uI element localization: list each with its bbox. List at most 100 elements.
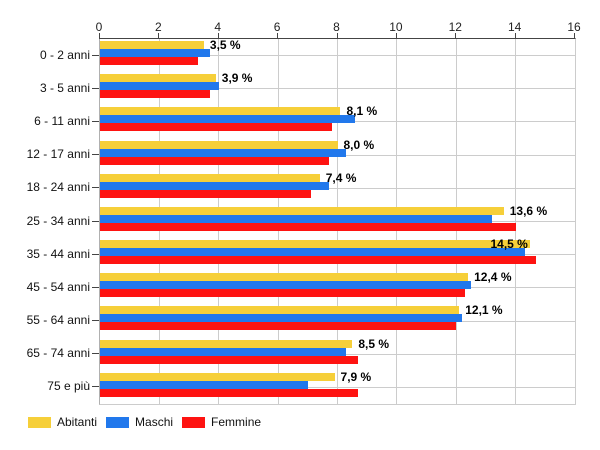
category-label: 18 - 24 anni [26, 180, 90, 195]
value-label: 8,1 % [346, 104, 378, 119]
category-tick-mark [92, 386, 99, 388]
legend: Abitanti Maschi Femmine [28, 416, 270, 429]
value-label: 7,4 % [325, 170, 357, 185]
bar-femmine [100, 90, 210, 99]
bar-abitanti [100, 306, 460, 315]
x-tick-mark [514, 33, 516, 39]
category-tick-mark [92, 220, 99, 222]
x-tick-label: 4 [214, 20, 222, 34]
value-label: 13,6 % [509, 203, 548, 218]
bar-femmine [100, 189, 311, 198]
value-label: 3,9 % [221, 71, 253, 86]
legend-label: Femmine [211, 415, 262, 429]
bar-abitanti [100, 74, 216, 83]
category-gridline [100, 55, 575, 57]
x-tick-label: 16 [567, 20, 581, 34]
bar-femmine [100, 355, 359, 364]
x-tick-label: 2 [155, 20, 162, 34]
bar-femmine [100, 322, 457, 331]
category-label: 75 e più [47, 379, 90, 394]
legend-label: Maschi [135, 415, 174, 429]
x-tick-mark [574, 33, 575, 39]
value-label: 12,4 % [474, 270, 512, 285]
category-tick-mark [92, 87, 99, 89]
value-label: 14,5 % [490, 237, 528, 252]
category-label: 0 - 2 anni [39, 47, 90, 62]
legend-item-femmine: Femmine [182, 416, 261, 429]
bar-maschi [100, 281, 472, 290]
category-tick-mark [92, 154, 99, 156]
x-tick-mark [395, 33, 397, 39]
category-tick-mark [92, 353, 99, 355]
bar-femmine [100, 256, 537, 265]
x-tick-label: 8 [333, 20, 340, 34]
bar-maschi [100, 314, 463, 323]
legend-label: Abitanti [57, 415, 98, 429]
category-label: 65 - 74 anni [26, 346, 90, 361]
x-tick-mark [217, 33, 219, 39]
category-label: 35 - 44 anni [26, 246, 90, 261]
bar-abitanti [100, 41, 204, 49]
bar-femmine [100, 222, 516, 231]
bar-maschi [100, 347, 347, 356]
category-gridline [100, 88, 575, 90]
bar-femmine [100, 57, 198, 65]
value-label: 12,1 % [465, 303, 503, 318]
x-tick-mark [455, 33, 457, 39]
bar-femmine [100, 388, 359, 397]
category-label: 6 - 11 anni [34, 113, 90, 128]
legend-swatch-abitanti [28, 417, 51, 428]
bar-maschi [100, 82, 219, 91]
category-tick-mark [92, 120, 99, 122]
bar-femmine [100, 289, 466, 298]
category-label: 12 - 17 anni [26, 147, 90, 162]
bar-abitanti [100, 206, 504, 215]
category-tick-mark [92, 54, 99, 56]
category-gridline [100, 187, 575, 189]
x-tick-label: 6 [273, 20, 281, 34]
bar-maschi [100, 214, 492, 223]
plot-area: 3,5 % 3,9 % 8,1 % 8,0 % 7,4 % 13,6 % 14,5 % 12,… [99, 38, 576, 405]
category-tick-mark [92, 187, 99, 189]
bar-maschi [100, 49, 210, 57]
bar-abitanti [100, 339, 353, 348]
category-label: 3 - 5 anni [39, 80, 90, 95]
legend-swatch-femmine [182, 417, 206, 428]
value-label: 3,5 % [209, 38, 241, 52]
x-tick-label: 0 [95, 20, 103, 34]
bar-abitanti [100, 140, 338, 149]
category-gridline [100, 386, 575, 388]
x-tick-label: 10 [389, 20, 403, 34]
x-tick-mark [99, 33, 100, 39]
value-label: 8,5 % [358, 336, 390, 351]
bar-abitanti [100, 173, 320, 182]
bar-abitanti [100, 273, 469, 282]
legend-item-abitanti: Abitanti [28, 416, 97, 429]
bar-maschi [100, 380, 308, 389]
bar-femmine [100, 156, 329, 165]
bar-femmine [100, 123, 332, 132]
bar-abitanti [100, 240, 531, 249]
x-tick-mark [277, 33, 279, 39]
bar-maschi [100, 181, 329, 190]
bar-abitanti [100, 372, 335, 381]
legend-item-maschi: Maschi [106, 416, 173, 429]
bar-maschi [100, 115, 356, 124]
category-label: 45 - 54 anni [26, 279, 90, 294]
x-tick-mark [336, 33, 338, 39]
bar-abitanti [100, 107, 341, 116]
category-tick-mark [92, 286, 99, 288]
category-label: 55 - 64 anni [26, 313, 90, 328]
value-label: 7,9 % [340, 369, 372, 384]
category-tick-mark [92, 320, 99, 322]
x-tick-label: 14 [507, 20, 522, 34]
category-tick-mark [92, 253, 99, 255]
x-tick-mark [158, 33, 160, 39]
x-tick-label: 12 [448, 20, 462, 34]
bar-maschi [100, 248, 525, 257]
category-label: 25 - 34 anni [26, 213, 90, 228]
legend-swatch-maschi [106, 417, 130, 428]
bar-maschi [100, 148, 347, 157]
value-label: 8,0 % [343, 137, 375, 152]
